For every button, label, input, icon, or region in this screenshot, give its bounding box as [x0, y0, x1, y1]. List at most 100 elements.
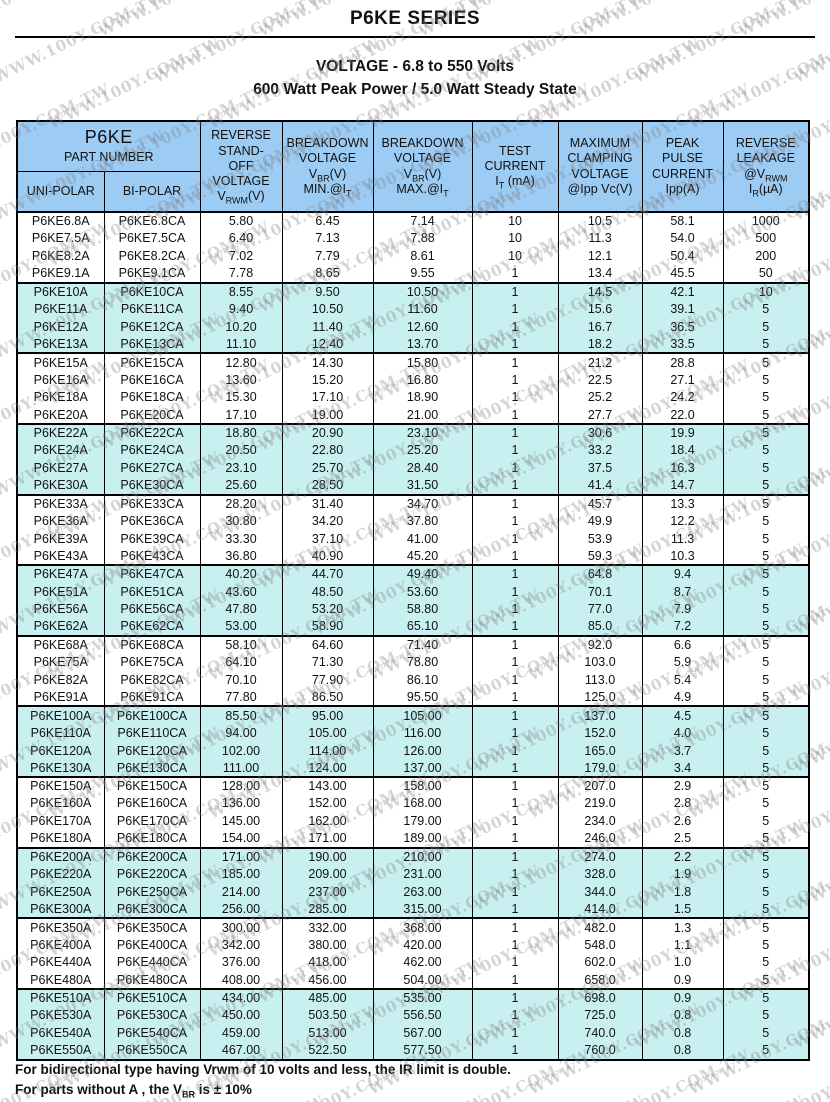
- cell-bi-polar: P6KE18CA: [103, 388, 201, 407]
- cell-bi-polar: P6KE75CA: [103, 653, 201, 672]
- cell-vbr-min: 11.40: [281, 317, 374, 336]
- cell-vrwm: 47.80: [199, 600, 283, 619]
- cell-vbr-min: 418.00: [281, 953, 374, 972]
- cell-uni-polar: P6KE39A: [16, 529, 105, 548]
- cell-vrwm: 7.78: [199, 264, 283, 283]
- cell-bi-polar: P6KE24CA: [103, 441, 201, 460]
- cell-reverse-leakage: 5: [722, 846, 810, 866]
- cell-vrwm: 43.60: [199, 582, 283, 601]
- cell-vrwm: 459.00: [199, 1024, 283, 1042]
- cell-vbr-max: 45.20: [372, 547, 473, 566]
- cell-bi-polar: P6KE110CA: [103, 724, 201, 742]
- cell-bi-polar: P6KE20CA: [103, 406, 201, 424]
- cell-clamping-voltage: 13.4: [557, 264, 643, 283]
- cell-uni-polar: P6KE91A: [16, 688, 105, 707]
- cell-clamping-voltage: 344.0: [557, 882, 643, 901]
- cell-bi-polar: P6KE33CA: [103, 493, 201, 513]
- cell-uni-polar: P6KE6.8A: [16, 211, 105, 230]
- cell-clamping-voltage: 602.0: [557, 953, 643, 972]
- cell-vrwm: 94.00: [199, 724, 283, 742]
- cell-bi-polar: P6KE350CA: [103, 917, 201, 936]
- cell-bi-polar: P6KE16CA: [103, 370, 201, 389]
- cell-vrwm: 214.00: [199, 882, 283, 901]
- cell-clamping-voltage: 53.9: [557, 529, 643, 548]
- cell-reverse-leakage: 5: [722, 618, 810, 636]
- cell-vbr-max: 78.80: [372, 653, 473, 672]
- cell-test-current: 1: [471, 953, 559, 972]
- cell-test-current: 1: [471, 406, 559, 424]
- cell-uni-polar: P6KE24A: [16, 441, 105, 460]
- cell-uni-polar: P6KE15A: [16, 352, 105, 371]
- cell-bi-polar: P6KE170CA: [103, 812, 201, 830]
- cell-clamping-voltage: 59.3: [557, 547, 643, 566]
- cell-test-current: 1: [471, 794, 559, 813]
- cell-test-current: 1: [471, 1024, 559, 1042]
- cell-vrwm: 136.00: [199, 794, 283, 813]
- cell-vbr-min: 171.00: [281, 829, 374, 848]
- cell-reverse-leakage: 5: [722, 953, 810, 972]
- cell-vbr-min: 209.00: [281, 865, 374, 883]
- cell-uni-polar: P6KE36A: [16, 512, 105, 530]
- cell-vrwm: 102.00: [199, 741, 283, 760]
- cell-reverse-leakage: 5: [722, 705, 810, 725]
- cell-vbr-min: 44.70: [281, 564, 374, 583]
- cell-vbr-min: 162.00: [281, 812, 374, 830]
- table-row: P6KE540A P6KE540CA 459.00 513.00 567.00 1 740.…: [16, 1024, 810, 1042]
- cell-test-current: 1: [471, 441, 559, 460]
- cell-vrwm: 376.00: [199, 953, 283, 972]
- watermark-text: WWW.100Y.COM.TW: [791, 1092, 830, 1102]
- cell-uni-polar: P6KE170A: [16, 812, 105, 830]
- table-row: P6KE75A P6KE75CA 64.10 71.30 78.80 1 103.0 5.9 5: [16, 653, 810, 672]
- cell-bi-polar: P6KE300CA: [103, 900, 201, 919]
- cell-reverse-leakage: 5: [722, 1006, 810, 1025]
- cell-vrwm: 36.80: [199, 547, 283, 566]
- cell-bi-polar: P6KE91CA: [103, 688, 201, 707]
- cell-bi-polar: P6KE56CA: [103, 600, 201, 619]
- table-row: P6KE22A P6KE22CA 18.80 20.90 23.10 1 30.6 19.9 5: [16, 422, 810, 442]
- cell-clamping-voltage: 482.0: [557, 917, 643, 936]
- cell-peak-pulse-current: 1.8: [641, 882, 724, 901]
- column-header-reverse-standoff-voltage: REVERSE STAND- OFF VOLTAGE VRWM(V): [199, 120, 283, 213]
- cell-vbr-max: 15.80: [372, 352, 473, 371]
- cell-clamping-voltage: 22.5: [557, 370, 643, 389]
- cell-vbr-max: 21.00: [372, 406, 473, 424]
- cell-peak-pulse-current: 16.3: [641, 459, 724, 477]
- cell-vbr-max: 11.60: [372, 300, 473, 318]
- cell-test-current: 10: [471, 229, 559, 248]
- cell-uni-polar: P6KE550A: [16, 1041, 105, 1060]
- cell-peak-pulse-current: 6.6: [641, 634, 724, 654]
- cell-reverse-leakage: 5: [722, 653, 810, 672]
- cell-peak-pulse-current: 58.1: [641, 211, 724, 230]
- cell-peak-pulse-current: 2.9: [641, 776, 724, 795]
- table-row: P6KE550A P6KE550CA 467.00 522.50 577.50 1 760.…: [16, 1041, 810, 1060]
- cell-vbr-max: 504.00: [372, 971, 473, 989]
- cell-peak-pulse-current: 0.8: [641, 1024, 724, 1042]
- cell-vrwm: 12.80: [199, 352, 283, 371]
- cell-uni-polar: P6KE120A: [16, 741, 105, 760]
- cell-vbr-min: 20.90: [281, 422, 374, 442]
- cell-peak-pulse-current: 33.5: [641, 335, 724, 354]
- cell-clamping-voltage: 64.8: [557, 564, 643, 583]
- cell-bi-polar: P6KE82CA: [103, 671, 201, 689]
- cell-test-current: 1: [471, 1041, 559, 1060]
- cell-bi-polar: P6KE36CA: [103, 512, 201, 530]
- cell-clamping-voltage: 70.1: [557, 582, 643, 601]
- cell-test-current: 1: [471, 582, 559, 601]
- cell-vbr-max: 53.60: [372, 582, 473, 601]
- cell-vrwm: 11.10: [199, 335, 283, 354]
- table-row: P6KE8.2A P6KE8.2CA 7.02 7.79 8.61 10 12.1 50.4 2…: [16, 247, 810, 265]
- cell-clamping-voltage: 12.1: [557, 247, 643, 265]
- cell-uni-polar: P6KE200A: [16, 846, 105, 866]
- cell-vbr-min: 25.70: [281, 459, 374, 477]
- cell-uni-polar: P6KE130A: [16, 759, 105, 777]
- cell-clamping-voltage: 698.0: [557, 987, 643, 1007]
- cell-clamping-voltage: 10.5: [557, 211, 643, 230]
- cell-test-current: 1: [471, 476, 559, 495]
- cell-reverse-leakage: 5: [722, 600, 810, 619]
- cell-uni-polar: P6KE10A: [16, 281, 105, 301]
- cell-test-current: 1: [471, 812, 559, 830]
- cell-vbr-max: 8.61: [372, 247, 473, 265]
- cell-test-current: 1: [471, 671, 559, 689]
- cell-peak-pulse-current: 3.4: [641, 759, 724, 777]
